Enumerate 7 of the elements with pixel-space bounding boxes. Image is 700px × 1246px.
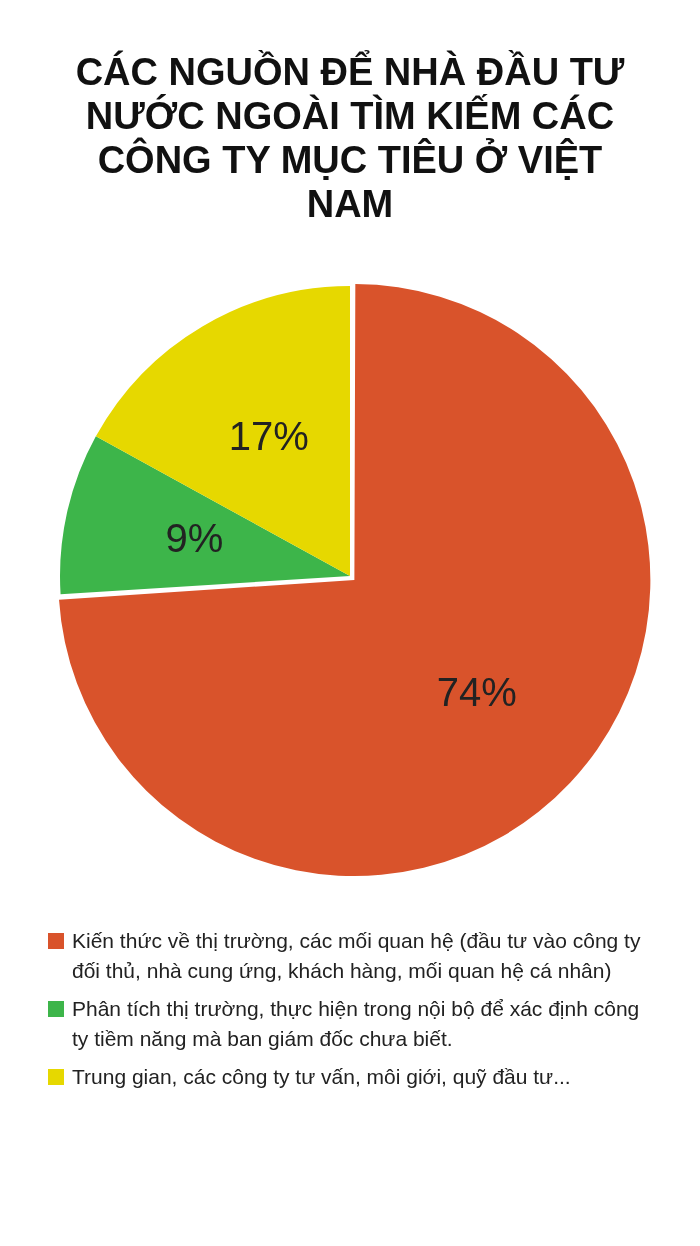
data-label: 17%	[228, 413, 309, 458]
legend-label: Trung gian, các công ty tư vấn, môi giới, quỹ đầu tư...	[72, 1064, 571, 1090]
legend-label: Phân tích thị trường, thực hiện trong nội bộ để xác định công ty tiềm năng mà ban giám đốc chưa biết.	[72, 996, 641, 1052]
data-label: 74%	[436, 670, 517, 715]
chart-title: CÁC NGUỒN ĐỂ NHÀ ĐẦU TƯ NƯỚC NGOÀI TÌM KIẾM CÁC CÔNG TY MỤC TIÊU Ở VIỆT NAM	[74, 50, 626, 226]
data-label: 9%	[165, 516, 224, 561]
legend-label: Kiến thức về thị trường, các mối quan hệ (đầu tư vào công ty đối thủ, nhà cung ứng, khách hàng, mối quan hệ cá nhân)	[72, 928, 642, 984]
